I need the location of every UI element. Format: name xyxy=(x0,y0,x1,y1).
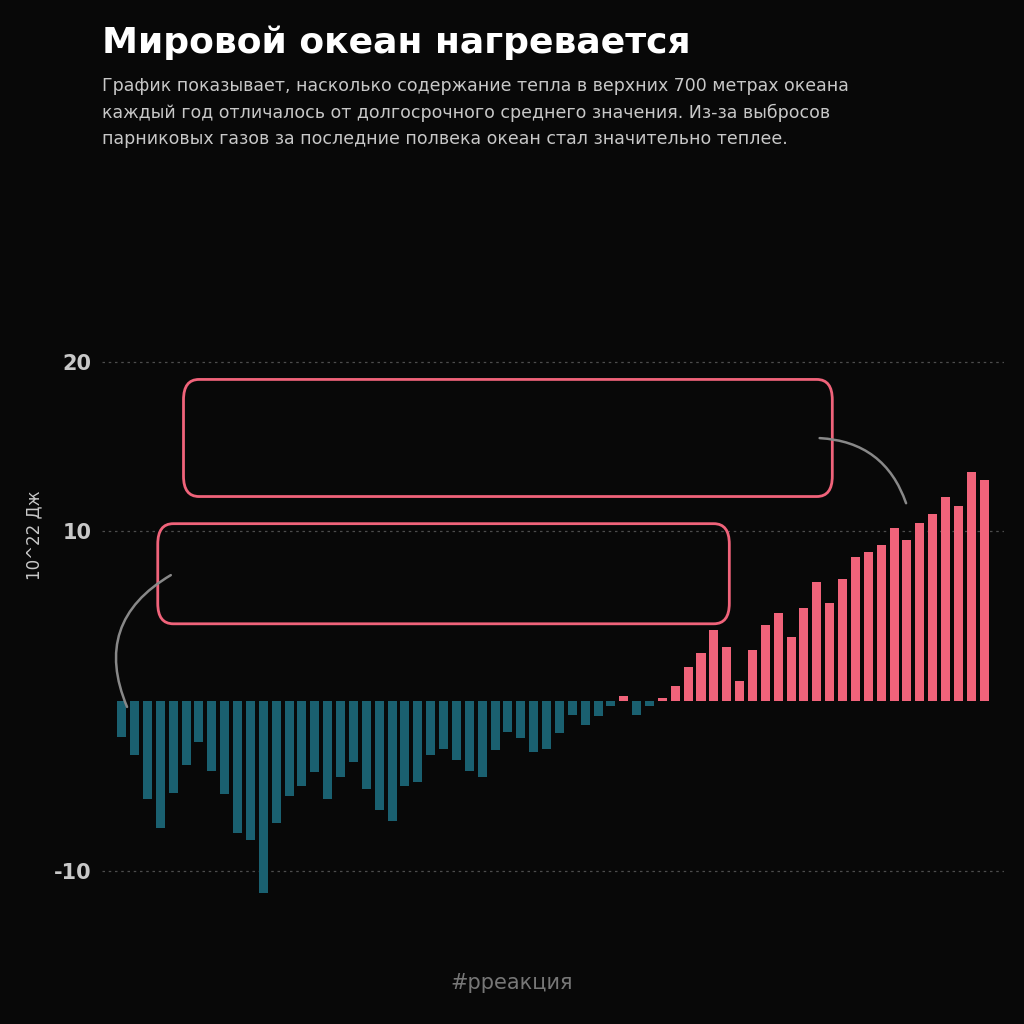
Bar xyxy=(336,701,345,777)
Bar xyxy=(567,701,577,715)
Bar xyxy=(620,696,629,701)
Bar xyxy=(696,653,706,701)
Bar xyxy=(967,472,976,701)
Bar xyxy=(349,701,358,762)
Bar xyxy=(825,602,835,701)
Bar xyxy=(452,701,461,761)
Bar xyxy=(594,701,602,716)
Bar xyxy=(439,701,449,749)
Bar xyxy=(233,701,242,834)
Bar xyxy=(516,701,525,738)
Bar xyxy=(220,701,229,795)
Bar xyxy=(954,506,963,701)
Text: График показывает, насколько содержание тепла в верхних 700 метрах океана
каждый: График показывает, насколько содержание … xyxy=(102,77,849,148)
Bar xyxy=(490,701,500,751)
Bar xyxy=(928,514,937,701)
Bar xyxy=(130,701,139,756)
Bar xyxy=(581,701,590,725)
Bar xyxy=(414,701,422,782)
Bar xyxy=(143,701,152,800)
Bar xyxy=(400,701,410,785)
Bar xyxy=(375,701,384,810)
Bar xyxy=(812,583,821,701)
Bar xyxy=(207,701,216,771)
Bar xyxy=(748,650,757,701)
Bar xyxy=(297,701,306,785)
Bar xyxy=(606,701,615,707)
Bar xyxy=(259,701,268,893)
Bar xyxy=(671,686,680,701)
Bar xyxy=(181,701,190,766)
Bar xyxy=(877,545,886,701)
Bar xyxy=(387,701,396,821)
Bar xyxy=(504,701,512,731)
Bar xyxy=(786,637,796,701)
Bar xyxy=(426,701,435,756)
Bar xyxy=(542,701,551,749)
Bar xyxy=(156,701,165,828)
Bar xyxy=(169,701,178,793)
Bar xyxy=(271,701,281,823)
Bar xyxy=(361,701,371,790)
Bar xyxy=(657,697,667,701)
Bar xyxy=(117,701,126,736)
Bar xyxy=(800,607,809,701)
Text: #рреакция: #рреакция xyxy=(451,973,573,993)
Bar xyxy=(774,612,782,701)
Bar xyxy=(555,701,564,733)
Bar xyxy=(529,701,539,752)
Text: Мировой океан нагревается: Мировой океан нагревается xyxy=(102,26,691,60)
Bar xyxy=(722,647,731,701)
Bar xyxy=(838,579,847,701)
Bar xyxy=(902,540,911,701)
Bar xyxy=(710,630,719,701)
Bar xyxy=(761,625,770,701)
Bar xyxy=(941,498,950,701)
Bar xyxy=(477,701,486,777)
Bar xyxy=(246,701,255,840)
Bar xyxy=(980,480,989,701)
Bar xyxy=(195,701,204,741)
Bar xyxy=(890,528,899,701)
Bar xyxy=(851,557,860,701)
Text: 10^22 Дж: 10^22 Дж xyxy=(26,490,44,581)
Bar xyxy=(632,701,641,715)
Bar xyxy=(915,523,925,701)
Bar xyxy=(864,552,872,701)
Bar xyxy=(684,667,692,701)
Bar xyxy=(324,701,332,800)
Bar xyxy=(645,701,654,707)
Bar xyxy=(465,701,474,771)
Bar xyxy=(310,701,319,772)
Bar xyxy=(285,701,294,796)
Bar xyxy=(735,681,744,701)
